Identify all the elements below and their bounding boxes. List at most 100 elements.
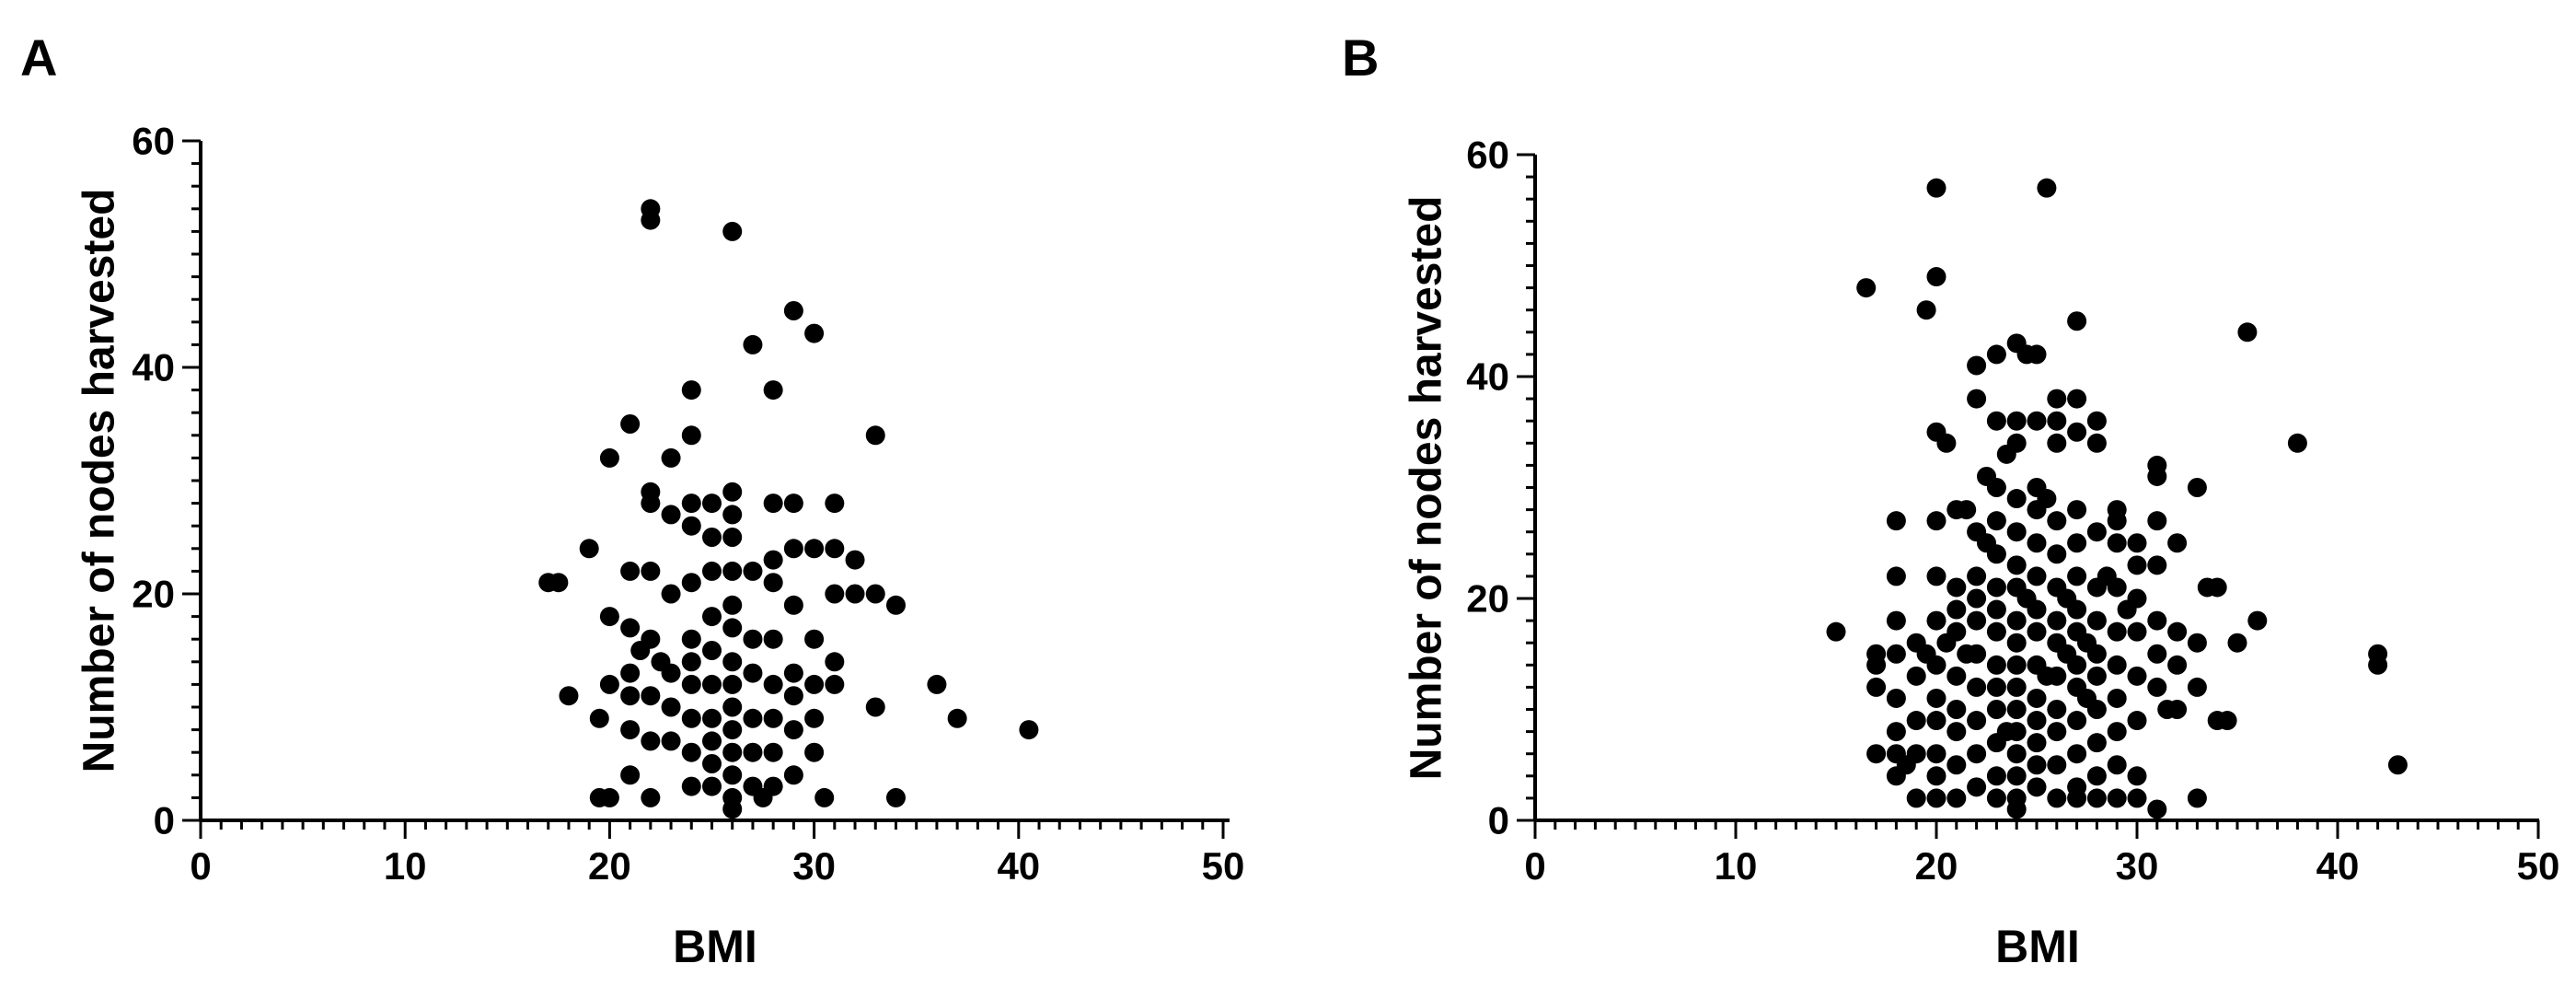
data-point <box>2006 633 2027 653</box>
data-point <box>2037 178 2057 198</box>
data-point <box>2247 610 2268 631</box>
data-point <box>702 731 722 751</box>
data-point <box>1967 644 1987 664</box>
data-point <box>783 686 803 706</box>
scatter-chart: Number of nodes harvested BMI 0 10 20 30 40 5… <box>75 120 1245 973</box>
data-point <box>743 629 763 649</box>
data-point <box>2187 677 2207 697</box>
data-point <box>620 686 641 706</box>
data-point <box>865 697 885 717</box>
data-point <box>1986 344 2006 365</box>
data-point <box>2006 433 2027 453</box>
data-point <box>2027 621 2047 642</box>
data-point <box>804 708 825 728</box>
data-point <box>2027 344 2047 365</box>
x-tick-label: 40 <box>997 844 1040 888</box>
data-point <box>681 516 701 536</box>
data-point <box>2147 799 2167 819</box>
y-tick-label: 20 <box>132 573 175 616</box>
data-point <box>2027 755 2047 775</box>
data-point <box>2107 722 2127 742</box>
data-point <box>1926 566 1946 586</box>
data-point <box>2006 610 2027 631</box>
data-point <box>1967 610 1987 631</box>
data-point <box>2086 766 2107 786</box>
data-point <box>2086 788 2107 808</box>
data-point <box>2027 533 2047 553</box>
data-point <box>1886 722 1906 742</box>
data-point <box>763 380 783 401</box>
data-point <box>2107 788 2127 808</box>
data-point <box>2047 700 2067 719</box>
data-point <box>722 528 743 547</box>
data-point <box>620 561 641 581</box>
data-point <box>1946 788 1967 808</box>
data-point <box>702 528 722 547</box>
data-point <box>2067 744 2087 764</box>
data-point <box>579 539 599 559</box>
data-point <box>2006 766 2027 786</box>
data-point <box>620 618 641 638</box>
y-tick-label: 60 <box>1466 134 1509 177</box>
data-point <box>661 505 681 525</box>
data-point <box>681 776 701 796</box>
data-point <box>620 663 641 683</box>
data-point <box>702 708 722 728</box>
data-point <box>783 539 803 559</box>
data-point <box>589 708 609 728</box>
panel-label: A <box>20 29 58 87</box>
panel-b: B Number of nodes harvested BMI 0 10 20 30 4… <box>1288 0 2576 987</box>
data-point <box>2127 788 2147 808</box>
data-point <box>2107 621 2127 642</box>
y-axis-title: Number of nodes harvested <box>75 189 124 773</box>
data-point <box>1866 655 1887 675</box>
data-point <box>2047 544 2067 564</box>
data-point <box>783 595 803 615</box>
data-point <box>845 550 865 570</box>
data-point <box>743 663 763 683</box>
data-point <box>1926 688 1946 708</box>
data-point <box>722 618 743 638</box>
data-point <box>681 629 701 649</box>
data-point <box>1986 655 2006 675</box>
data-point <box>2006 744 2027 764</box>
data-point <box>702 494 722 514</box>
data-point <box>661 697 681 717</box>
data-point <box>2127 533 2147 553</box>
x-tick-label: 50 <box>1202 844 1245 888</box>
data-point <box>681 494 701 514</box>
panel-a: A Number of nodes harvested BMI 0 10 20 30 4… <box>20 29 1245 973</box>
data-point <box>1986 478 2006 497</box>
data-point <box>743 708 763 728</box>
data-point <box>1946 599 1967 620</box>
data-point <box>743 334 763 354</box>
data-point <box>1986 544 2006 564</box>
data-point <box>1946 621 1967 642</box>
data-point <box>2047 389 2067 409</box>
data-point <box>2127 711 2147 731</box>
data-point <box>2027 688 2047 708</box>
data-point <box>599 607 619 627</box>
data-point <box>2107 655 2127 675</box>
data-point <box>2086 411 2107 431</box>
data-point <box>2167 533 2188 553</box>
data-point <box>661 584 681 604</box>
data-point <box>1926 610 1946 631</box>
data-point <box>1866 677 1887 697</box>
data-point <box>641 561 661 581</box>
data-point <box>783 301 803 320</box>
data-point <box>1957 500 1977 520</box>
data-point <box>2067 389 2087 409</box>
data-point <box>1926 267 1946 287</box>
data-point <box>620 414 641 434</box>
data-point <box>599 787 619 807</box>
data-point <box>1986 766 2006 786</box>
data-point <box>2217 711 2237 731</box>
data-point <box>2027 777 2047 797</box>
data-point <box>2006 799 2027 819</box>
data-point <box>2086 433 2107 453</box>
data-point <box>885 787 906 807</box>
data-point <box>1906 666 1926 686</box>
data-point <box>1946 577 1967 598</box>
scatter-chart: Number of nodes harvested BMI 0 10 20 30 40 5… <box>1403 134 2560 973</box>
